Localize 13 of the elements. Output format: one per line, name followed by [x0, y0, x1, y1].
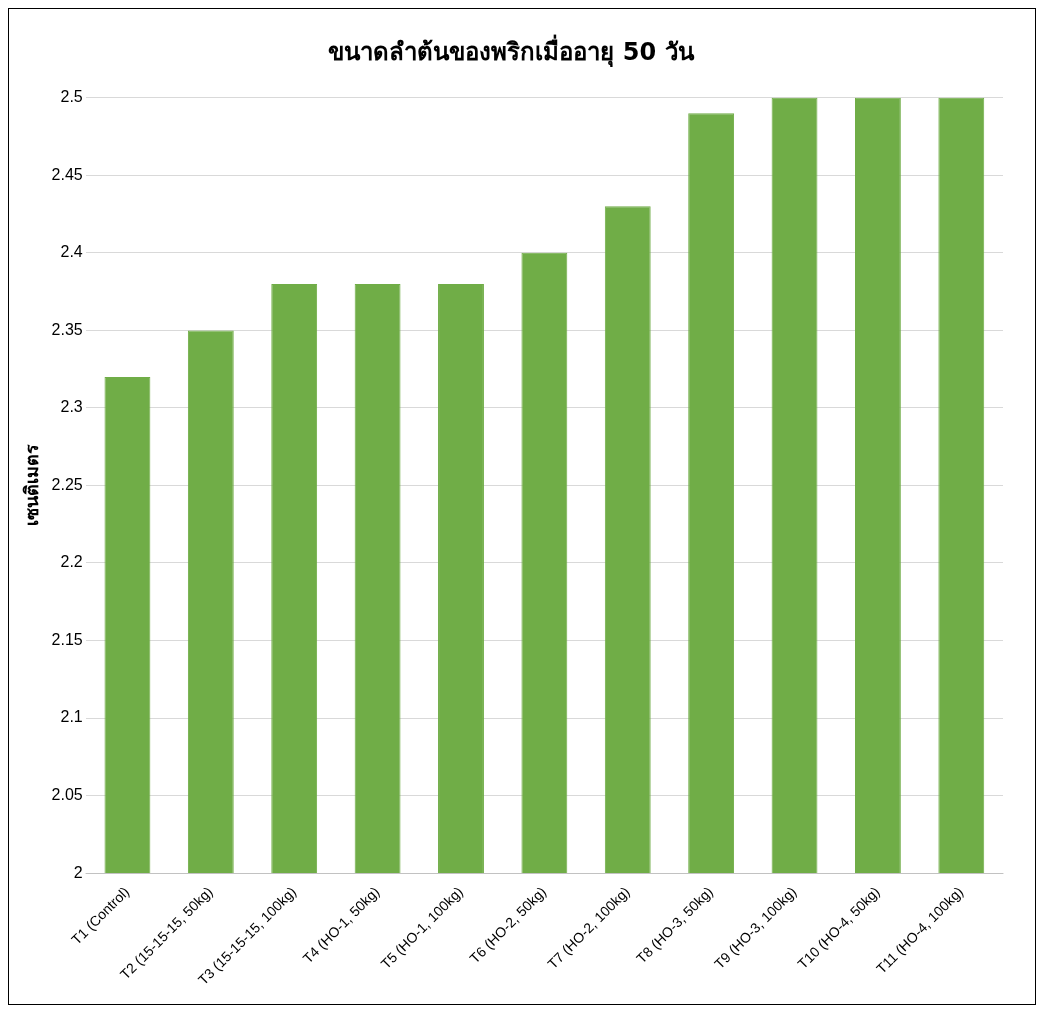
y-tick-label: 2.15 [51, 630, 83, 648]
y-tick-label: 2.35 [51, 320, 83, 338]
y-tick-label: 2.05 [51, 786, 83, 803]
y-tick-label: 2.4 [60, 243, 83, 261]
y-tick-label: 2 [73, 863, 83, 881]
chart-title: ขนาดลำต้นของพริกเมื่ออายุ 50 วัน [328, 33, 695, 68]
y-tick-label: 2.5 [60, 88, 83, 106]
y-tick-label: 2.25 [51, 475, 83, 493]
y-axis-title: เซนติเมตร [21, 444, 43, 527]
y-tick-label: 2.2 [60, 553, 83, 571]
y-tick-label: 2.1 [60, 708, 83, 726]
y-tick-label: 2.45 [51, 165, 83, 183]
y-tick-label: 2.3 [60, 398, 83, 416]
